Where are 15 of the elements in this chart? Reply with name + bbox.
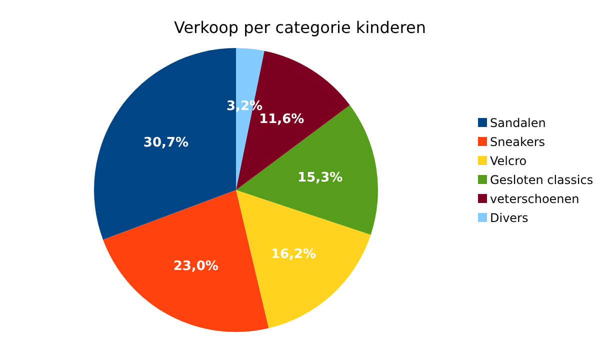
data-label: 15,3% [298, 170, 343, 186]
pie-slice [236, 190, 371, 328]
pie-slice [103, 190, 269, 332]
data-label: 11,6% [259, 112, 304, 128]
data-label: 16,2% [270, 246, 316, 262]
legend-label: Sandalen [490, 116, 546, 130]
legend-label: Sneakers [490, 135, 546, 149]
legend-label: veterschoenen [490, 192, 580, 206]
legend-label: Gesloten classics [490, 173, 594, 187]
data-label: 30,7% [143, 135, 189, 150]
legend-label: Divers [490, 211, 528, 225]
chart-title: Verkoop per categorie kinderen [174, 18, 426, 37]
legend-label: Velcro [490, 154, 527, 168]
data-label: 23,0% [173, 259, 218, 274]
data-label: 3,2% [226, 99, 263, 114]
